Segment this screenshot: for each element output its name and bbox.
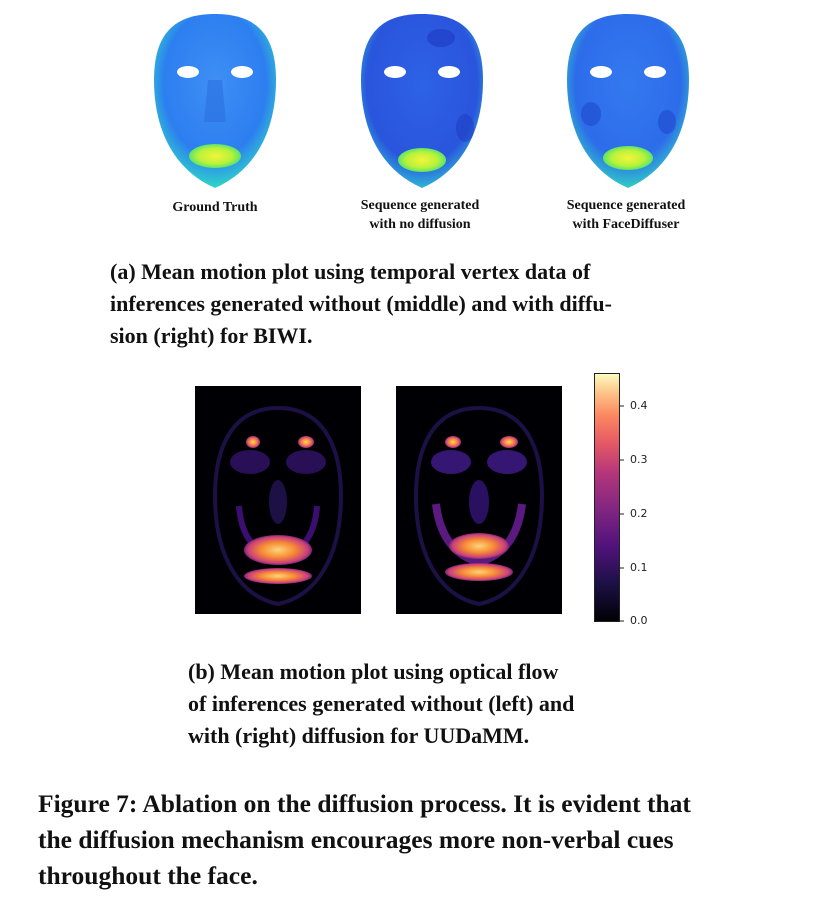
caption-b: (b) Mean motion plot using optical flow … (188, 659, 575, 748)
colorbar-tick-label: 0.0 (630, 614, 648, 627)
label-ground-truth: Ground Truth (172, 200, 258, 215)
heatmap-no-diffusion (195, 386, 361, 614)
face-ground-truth (154, 14, 276, 188)
colorbar-tick-label: 0.3 (630, 453, 648, 466)
figure-caption: Figure 7: Ablation on the diffusion proc… (38, 789, 691, 890)
colorbar-tick-label: 0.4 (630, 399, 648, 412)
label-no-diffusion: Sequence generated with no diffusion (360, 198, 480, 232)
colorbar-tick-label: 0.1 (630, 561, 648, 574)
label-facediffuser: Sequence generated with FaceDiffuser (566, 198, 686, 232)
colorbar-tick-label: 0.2 (630, 507, 648, 520)
heatmap-with-diffusion (396, 386, 562, 614)
colorbar (594, 373, 624, 622)
face-facediffuser (567, 14, 689, 188)
face-no-diffusion (361, 14, 483, 188)
caption-a: (a) Mean motion plot using temporal vert… (110, 259, 612, 348)
